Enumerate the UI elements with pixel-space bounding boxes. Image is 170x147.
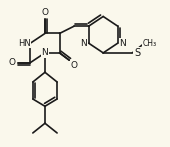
Text: O: O <box>41 8 48 17</box>
Text: N: N <box>42 48 48 57</box>
Text: O: O <box>9 58 16 67</box>
Text: N: N <box>119 39 126 48</box>
Text: S: S <box>134 48 140 58</box>
Text: HN: HN <box>18 39 31 48</box>
Text: CH₃: CH₃ <box>142 39 156 48</box>
Text: O: O <box>71 61 78 70</box>
Text: N: N <box>80 39 87 48</box>
